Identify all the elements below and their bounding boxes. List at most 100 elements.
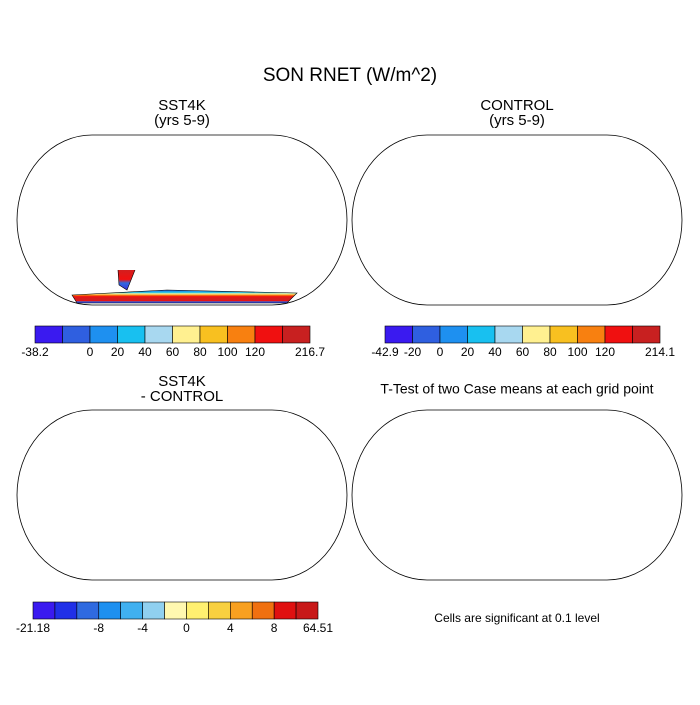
- colorbar-label: 4: [227, 621, 234, 635]
- colorbar-box: [282, 325, 311, 344]
- continent: [57, 147, 147, 210]
- colorbar-label: 20: [461, 345, 475, 359]
- colorbar-box: [494, 325, 523, 344]
- colorbar-box: [273, 601, 297, 620]
- map-panel: SST4K(yrs 5-9) -38.2 0 20 40 60 80 100 120 216.7: [16, 97, 348, 359]
- continent: [106, 270, 153, 291]
- continent: [622, 515, 662, 545]
- colorbar-label: 120: [595, 345, 615, 359]
- continent: [137, 140, 167, 163]
- colorbar-box: [522, 325, 551, 344]
- colorbar-label: 8: [271, 621, 278, 635]
- map-panel: T-Test of two Case means at each grid po…: [351, 381, 683, 625]
- panel-title: T-Test of two Case means at each grid po…: [380, 381, 653, 397]
- continent: [137, 415, 167, 438]
- figure-title: SON RNET (W/m^2): [263, 65, 437, 86]
- continent: [472, 140, 502, 163]
- continent: [72, 565, 297, 578]
- panel-title: SST4K: [158, 97, 206, 114]
- colorbar-label: 0: [87, 345, 94, 359]
- map-land: [57, 140, 328, 304]
- colorbar-label: 40: [138, 345, 152, 359]
- continent: [507, 150, 662, 220]
- panel-title: CONTROL: [480, 97, 553, 114]
- colorbar-label: 100: [567, 345, 587, 359]
- panel-subtitle: (yrs 5-9): [489, 112, 545, 129]
- colorbar-label: -4: [137, 621, 148, 635]
- colorbar-label: 20: [111, 345, 125, 359]
- continent: [286, 270, 328, 271]
- continent: [507, 425, 662, 495]
- colorbar-box: [467, 325, 496, 344]
- map-outline: [16, 134, 348, 306]
- continent: [172, 425, 327, 495]
- colorbar-label: 120: [245, 345, 265, 359]
- map-land: [392, 415, 662, 578]
- colorbar-box: [186, 601, 209, 620]
- colorbar-box: [142, 601, 165, 620]
- colorbar-box: [120, 601, 143, 620]
- panel-note: Cells are significant at 0.1 level: [434, 611, 599, 625]
- continent: [392, 147, 482, 210]
- continent: [442, 495, 487, 565]
- continent: [162, 472, 222, 540]
- map-panel: SST4K- CONTROL -21.18 -8 -4 0 4 8 64.51: [16, 373, 348, 635]
- colorbar-box: [76, 601, 100, 620]
- colorbar-box: [144, 325, 173, 344]
- continent: [71, 289, 298, 304]
- colorbar-label: 100: [217, 345, 237, 359]
- colorbar-box: [412, 325, 441, 344]
- colorbar-box: [208, 601, 231, 620]
- colorbar-box: [230, 601, 253, 620]
- colorbar-box: [254, 325, 283, 344]
- colorbar-box: [199, 325, 228, 344]
- colorbar-label: 0: [437, 345, 444, 359]
- colorbar-label: 80: [193, 345, 207, 359]
- colorbar-box: [117, 325, 146, 344]
- continent: [172, 150, 327, 220]
- panel-title: SST4K: [158, 373, 206, 390]
- panel-subtitle: - CONTROL: [141, 388, 224, 405]
- map-outline: [351, 409, 683, 581]
- map-outline: [16, 409, 348, 581]
- colorbar-box: [34, 325, 63, 344]
- colorbar-label: 80: [543, 345, 557, 359]
- colorbar-box: [384, 325, 413, 344]
- colorbar-box: [164, 601, 187, 620]
- continent: [407, 290, 632, 303]
- continent: [107, 495, 152, 565]
- colorbar-box: [251, 601, 275, 620]
- colorbar-box: [89, 325, 118, 344]
- colorbar-label: 60: [516, 345, 530, 359]
- colorbar-label: -21.18: [16, 621, 50, 635]
- continent: [497, 197, 557, 265]
- panel-subtitle: (yrs 5-9): [154, 112, 210, 129]
- colorbar-box: [227, 325, 256, 344]
- continent: [287, 515, 327, 545]
- map-land: [57, 415, 327, 578]
- continent: [622, 240, 662, 270]
- continent: [442, 220, 487, 290]
- continent: [162, 197, 222, 265]
- continent: [407, 565, 632, 578]
- colorbar-box: [549, 325, 578, 344]
- continent: [497, 472, 557, 540]
- colorbar-box: [54, 601, 78, 620]
- colorbar-label: 214.1: [645, 345, 675, 359]
- colorbar-label: 216.7: [295, 345, 325, 359]
- map-panel: CONTROL(yrs 5-9) -42.9 -20 0 20 40 60 80 100 120 2…: [351, 97, 683, 359]
- continent: [472, 415, 502, 438]
- colorbar-box: [295, 601, 319, 620]
- colorbar-box: [98, 601, 121, 620]
- colorbar-label: -8: [93, 621, 104, 635]
- colorbar-label: -42.9: [371, 345, 399, 359]
- map-outline: [351, 134, 683, 306]
- colorbar-label: 60: [166, 345, 180, 359]
- colorbar-label: 0: [183, 621, 190, 635]
- colorbar-label: 40: [488, 345, 502, 359]
- colorbar-box: [32, 601, 56, 620]
- colorbar-label: 64.51: [303, 621, 333, 635]
- continent: [57, 422, 147, 485]
- colorbar-label: -20: [404, 345, 422, 359]
